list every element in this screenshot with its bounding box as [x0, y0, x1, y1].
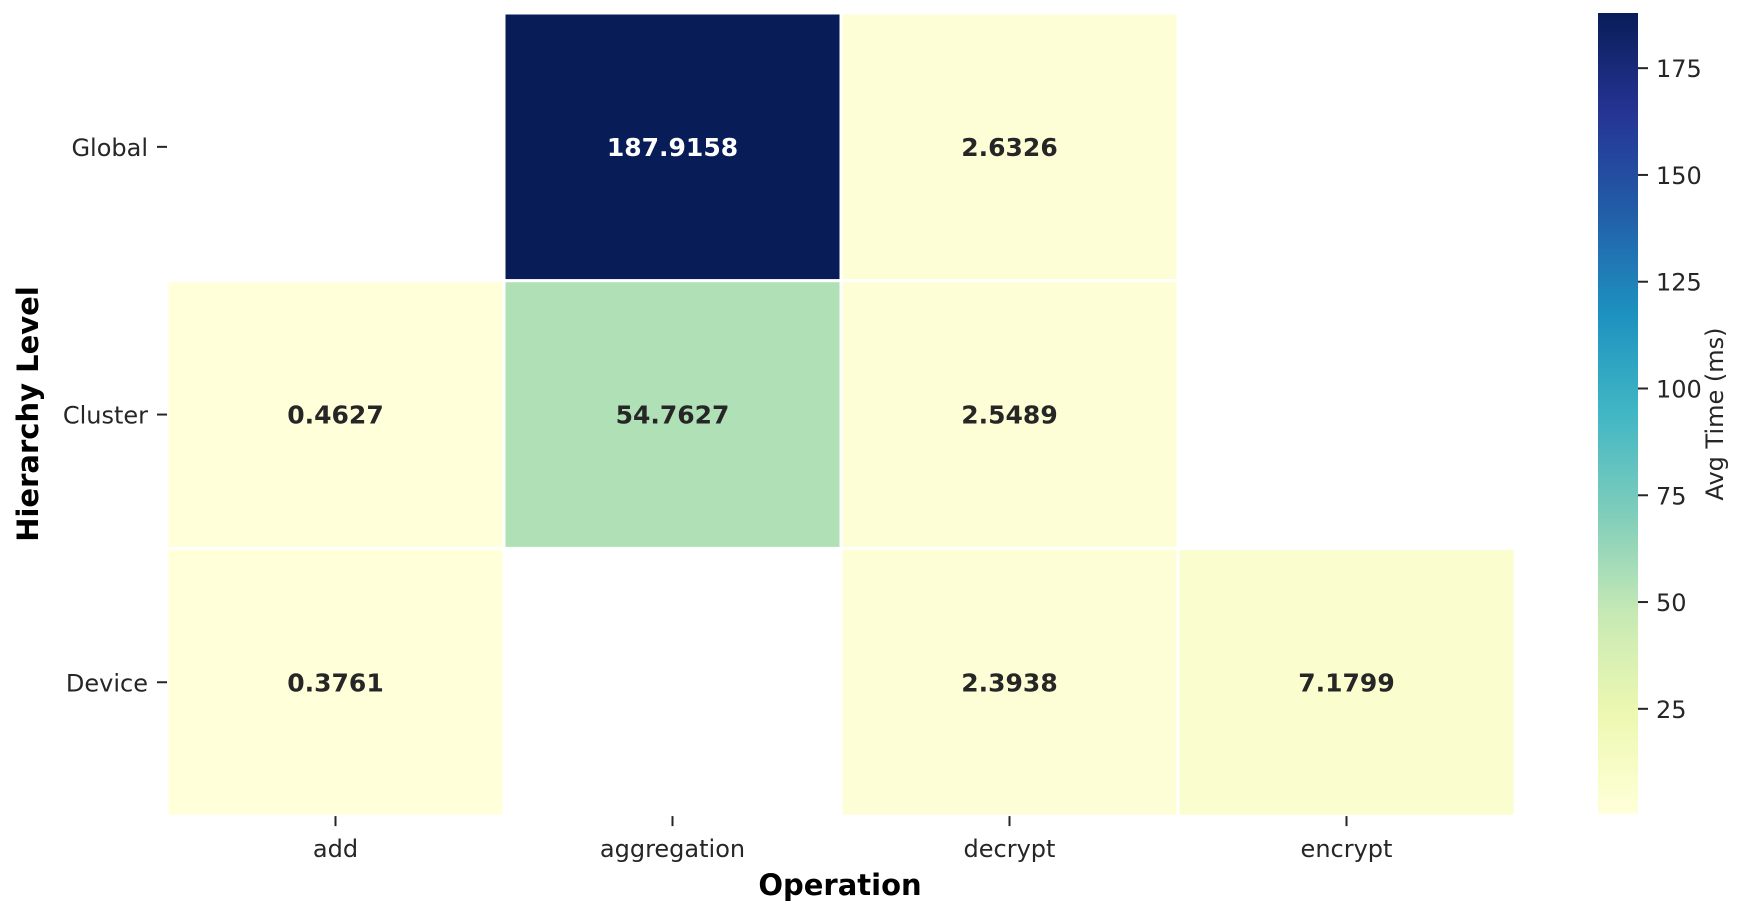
heatmap-cells: 187.9158 2.6326 0.4627 54.7627 2.5489 0.3761 2…: [165, 11, 1517, 818]
heatmap-cell: [502, 11, 843, 283]
heatmap-cell: [165, 279, 506, 550]
colorbar-tick-label: 100: [1656, 375, 1702, 403]
x-axis-title: Operation: [758, 868, 921, 902]
y-axis-title: Hierarchy Level: [11, 286, 45, 542]
cell-value-label: 2.6326: [961, 133, 1057, 162]
y-tick-label: Global: [71, 134, 148, 162]
cell-value-label: 0.4627: [287, 401, 383, 430]
colorbar: 25 50 75 100 125 150 175: [1598, 13, 1702, 814]
cell-value-label: 0.3761: [287, 668, 383, 697]
x-tick-label: encrypt: [1301, 835, 1393, 863]
colorbar-title: Avg Time (ms): [1701, 327, 1729, 500]
heatmap-cell: [839, 11, 1180, 283]
cell-value-label: 54.7627: [616, 401, 730, 430]
heatmap-cell: [839, 279, 1180, 550]
heatmap-cell: [165, 546, 506, 818]
heatmap-cell: [1176, 546, 1517, 818]
y-axis: Global Cluster Device: [63, 134, 167, 697]
cell-value-label: 2.5489: [961, 401, 1057, 430]
cell-value-label: 187.9158: [607, 133, 738, 162]
colorbar-tick-label: 150: [1656, 162, 1702, 190]
y-tick-label: Device: [66, 669, 148, 697]
colorbar-tick-label: 175: [1656, 55, 1702, 83]
x-tick-label: aggregation: [600, 835, 745, 863]
colorbar-tick-label: 125: [1656, 269, 1702, 297]
cell-value-label: 7.1799: [1298, 668, 1394, 697]
x-axis: add aggregation decrypt encrypt: [313, 816, 1393, 863]
colorbar-tick-label: 75: [1656, 482, 1687, 510]
heatmap-cell: [502, 279, 843, 550]
colorbar-gradient: [1598, 13, 1638, 814]
x-tick-label: decrypt: [964, 835, 1056, 863]
colorbar-tick-label: 25: [1656, 696, 1687, 724]
cell-value-label: 2.3938: [961, 668, 1057, 697]
x-tick-label: add: [313, 835, 358, 863]
y-tick-label: Cluster: [63, 402, 148, 430]
colorbar-tick-label: 50: [1656, 589, 1687, 617]
